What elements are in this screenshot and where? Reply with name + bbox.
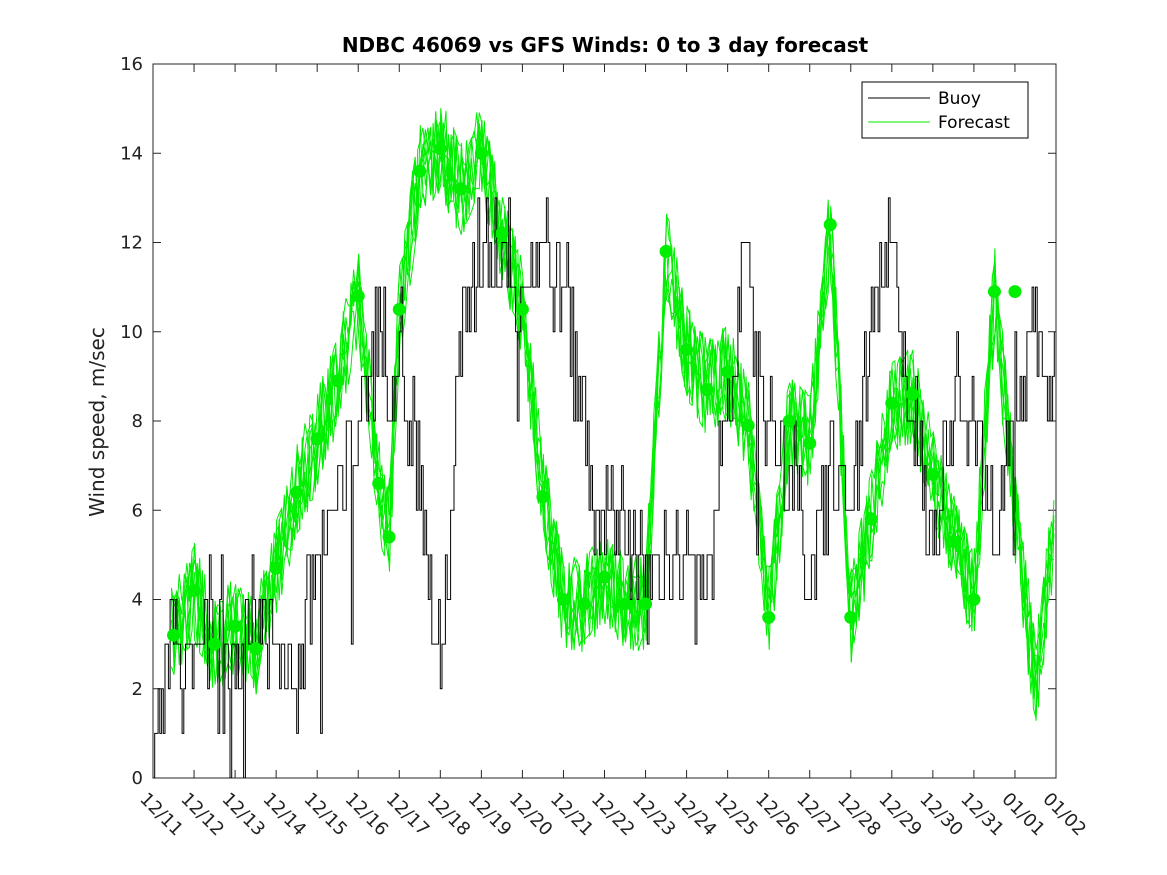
forecast-marker [187,584,201,598]
series-group [153,108,1055,778]
y-tick-label: 14 [120,143,143,164]
forecast-marker [433,142,447,156]
forecast-marker [598,570,611,584]
buoy-line [153,197,1055,778]
forecast-marker [372,476,386,490]
forecast-marker [721,365,735,379]
forecast-marker [536,490,550,504]
forecast-marker [926,468,940,482]
forecast-marker [1008,285,1022,299]
forecast-marker [967,593,981,606]
forecast-marker [351,289,365,303]
legend-label-buoy: Buoy [938,89,981,109]
legend: Buoy Forecast [861,81,1029,139]
forecast-marker [269,561,283,575]
y-tick-label: 0 [132,768,143,789]
forecast-marker [167,628,181,642]
forecast-marker [987,285,1001,299]
y-tick-label: 6 [132,500,143,521]
forecast-marker [905,387,919,401]
forecast-marker [700,383,714,397]
forecast-marker [413,164,427,178]
chart-title: NDBC 46069 vs GFS Winds: 0 to 3 day fore… [342,33,869,57]
forecast-marker [310,432,324,446]
forecast-marker [495,227,509,241]
forecast-marker [331,374,345,388]
forecast-marker [556,593,570,606]
y-tick-label: 2 [132,679,143,700]
forecast-marker [864,512,878,526]
forecast-marker [454,182,468,196]
forecast-marker [639,597,653,611]
forecast-marker [474,146,488,160]
forecast-marker [382,530,396,544]
forecast-marker [680,343,694,357]
forecast-marker [885,396,899,410]
forecast-marker [844,610,858,624]
y-tick-label: 10 [120,322,143,343]
forecast-marker [577,597,591,611]
forecast-marker [392,302,406,316]
forecast-marker [228,619,242,633]
y-tick-label: 12 [120,233,143,254]
forecast-marker [823,218,837,232]
forecast-marker [782,414,796,428]
forecast-marker [208,637,222,651]
y-axis-label: Wind speed, m/sec [85,327,109,517]
legend-label-forecast: Forecast [938,113,1010,133]
forecast-marker [762,610,776,624]
forecast-marker [515,302,529,316]
forecast-marker [618,597,632,611]
forecast-marker [803,436,817,450]
y-tick-label: 8 [132,411,143,432]
forecast-marker [290,485,304,499]
forecast-marker [659,244,673,258]
forecast-marker [249,642,263,656]
legend-box [861,81,1029,139]
forecast-marker [946,534,960,548]
y-tick-label: 16 [120,54,143,75]
y-tick-label: 4 [132,590,143,611]
forecast-line [171,119,1055,691]
forecast-line [171,112,1055,695]
forecast-marker [741,418,755,432]
